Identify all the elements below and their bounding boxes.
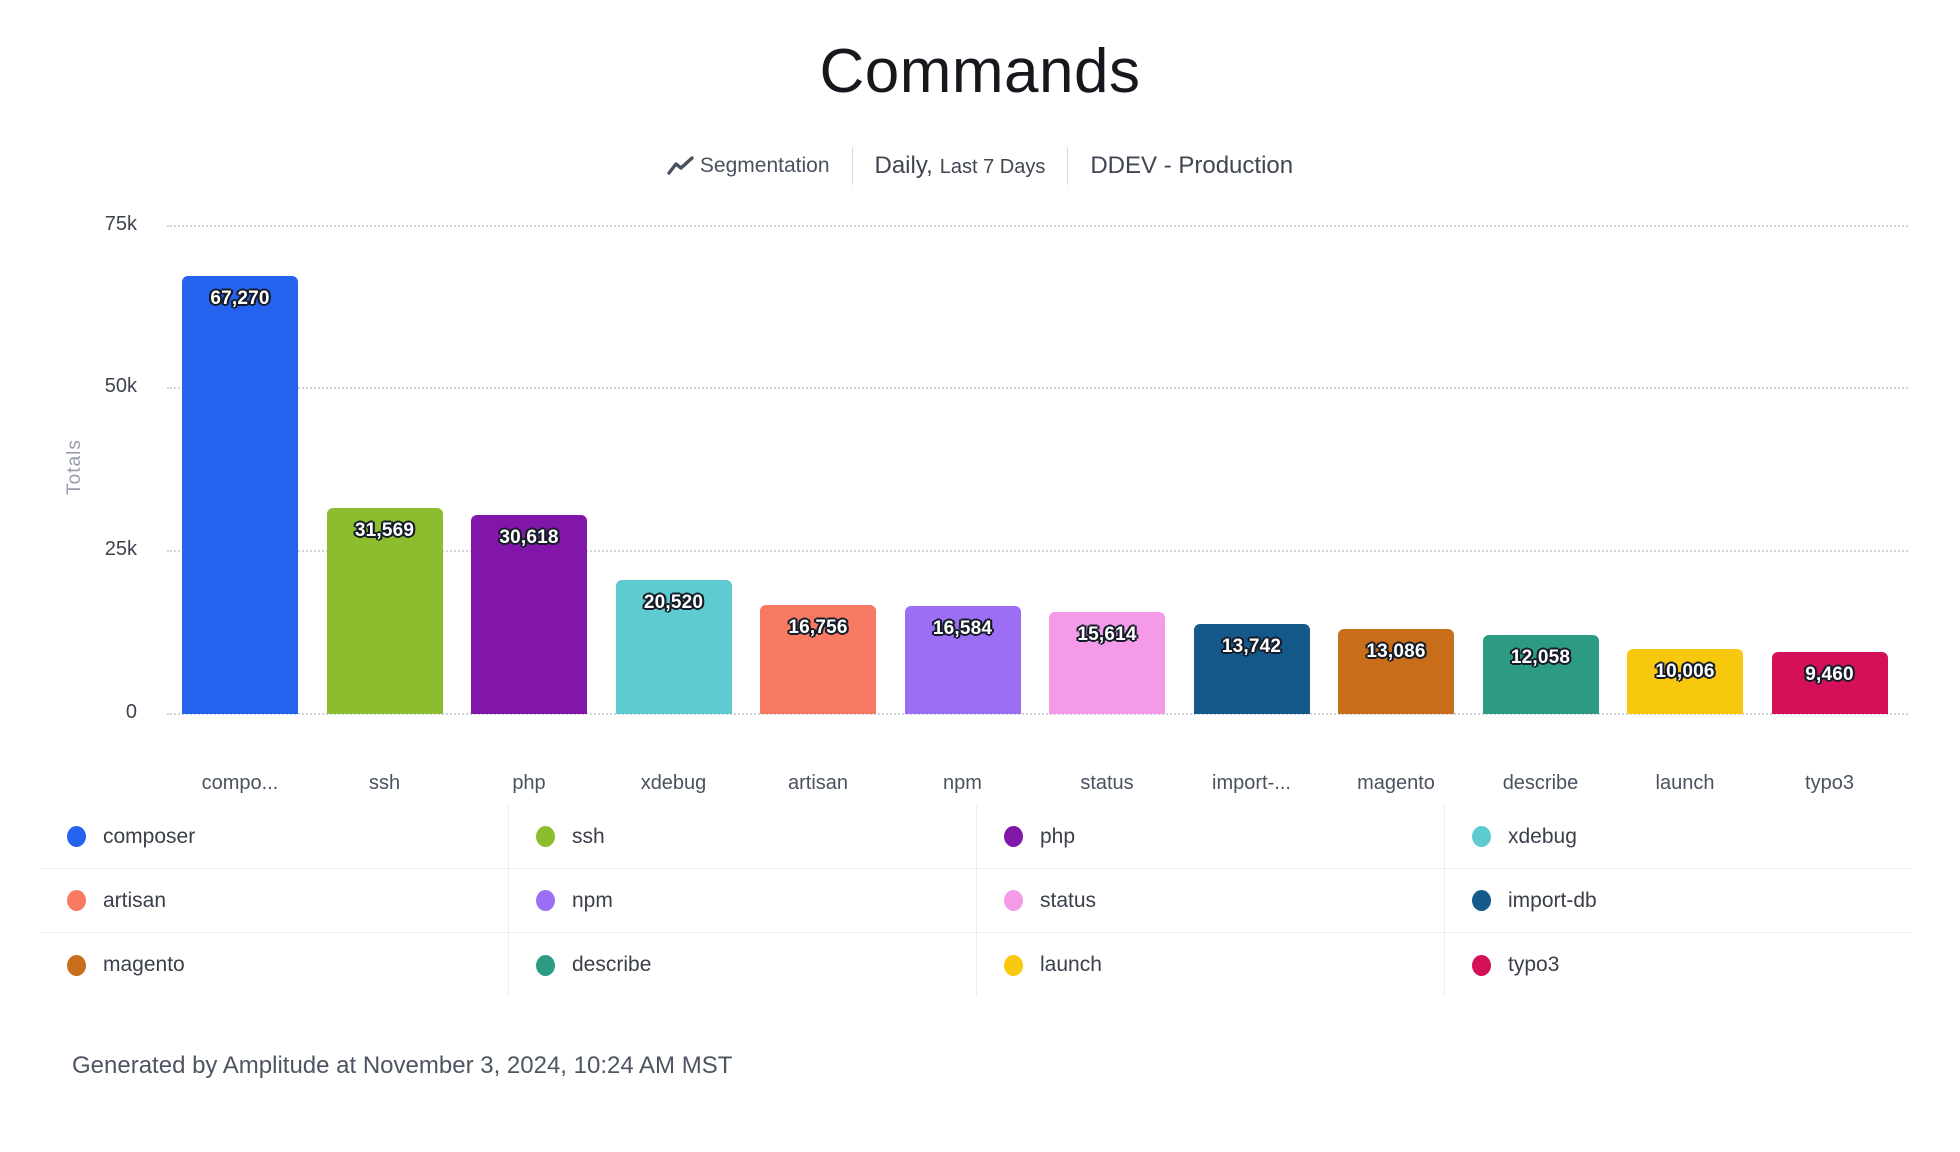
segmentation-tag: Segmentation (667, 154, 830, 178)
bar-launch[interactable] (1627, 649, 1743, 714)
x-tick-label: ssh (368, 772, 401, 794)
legend-item-import-db[interactable]: import-db (1444, 869, 1912, 933)
legend-item-artisan[interactable]: artisan (40, 869, 508, 933)
bar-value-label: 12,058 (1510, 647, 1571, 668)
legend-item-xdebug[interactable]: xdebug (1444, 805, 1912, 869)
bar-php[interactable] (471, 515, 587, 714)
bar-value-label: 9,460 (1805, 664, 1854, 685)
gridline (167, 550, 1908, 553)
bar-artisan[interactable] (760, 605, 876, 714)
legend-item-label: composer (103, 824, 196, 848)
legend-swatch (67, 890, 86, 911)
bar-ssh[interactable] (326, 508, 443, 714)
date-range: Daily, Last 7 Days (875, 152, 1046, 180)
legend-item-label: typo3 (1508, 953, 1560, 976)
line-chart-icon (667, 156, 694, 175)
legend-swatch (1004, 954, 1023, 976)
bar-describe[interactable] (1482, 635, 1599, 714)
bar-xdebug[interactable] (615, 580, 732, 714)
legend-swatch (1472, 954, 1491, 976)
legend-item-ssh[interactable]: ssh (508, 805, 976, 869)
bar-typo3[interactable] (1771, 652, 1888, 714)
legend-swatch (1004, 826, 1023, 847)
bar-value-label: 16,756 (788, 617, 848, 638)
gridline (167, 224, 1908, 227)
bar-value-label: 20,520 (643, 592, 704, 613)
bar-value-label: 10,006 (1655, 661, 1715, 682)
legend-item-status[interactable]: status (976, 869, 1444, 933)
legend: composer ssh php xdebug artisan npm status impo… (40, 805, 1912, 997)
project-name: DDEV - Production (1090, 152, 1294, 179)
bar-import-db[interactable] (1193, 624, 1310, 714)
legend-swatch (536, 826, 555, 847)
chart-title: Commands (819, 37, 1141, 106)
y-tick-label: 75k (104, 212, 137, 235)
legend-item-label: status (1040, 888, 1097, 912)
x-tick-label: compo... (201, 772, 279, 794)
legend-item-typo3[interactable]: typo3 (1444, 933, 1912, 997)
legend-item-label: artisan (103, 888, 167, 912)
legend-item-label: launch (1040, 953, 1102, 976)
x-tick-label: php (512, 772, 546, 794)
bar-value-label: 31,569 (354, 520, 415, 541)
bar-value-label: 15,614 (1077, 624, 1137, 645)
bar-composer[interactable] (182, 276, 298, 714)
segmentation-label: Segmentation (699, 154, 830, 177)
bar-value-label: 30,618 (499, 527, 559, 548)
x-tick-label: xdebug (640, 772, 707, 794)
legend-swatch (67, 954, 86, 976)
legend-swatch (536, 954, 555, 976)
legend-swatch (1472, 826, 1491, 847)
x-tick-label: npm (943, 772, 982, 794)
legend-swatch (536, 890, 555, 911)
legend-swatch (67, 826, 86, 847)
x-tick-label: import-... (1212, 772, 1291, 794)
legend-swatch (1004, 890, 1023, 911)
legend-item-label: npm (572, 888, 613, 912)
legend-item-launch[interactable]: launch (976, 933, 1444, 997)
x-tick-label: typo3 (1805, 772, 1854, 794)
bar-magento[interactable] (1338, 629, 1454, 714)
bar-value-label: 13,742 (1221, 636, 1282, 657)
subtitle-separator (851, 147, 853, 185)
legend-item-label: php (1040, 824, 1076, 848)
legend-item-composer[interactable]: composer (40, 805, 508, 869)
gridline (167, 713, 1908, 715)
legend-item-php[interactable]: php (976, 805, 1444, 869)
subtitle-separator (1067, 147, 1069, 185)
footer-note: Generated by Amplitude at November 3, 20… (72, 1052, 733, 1079)
x-tick-label: launch (1655, 772, 1715, 794)
y-tick-label: 25k (104, 538, 137, 561)
bar-npm[interactable] (904, 606, 1021, 714)
chart-subtitle: Segmentation Daily, Last 7 Days DDEV - P… (0, 144, 1960, 188)
legend-item-label: ssh (572, 824, 605, 848)
bar-value-label: 13,086 (1366, 641, 1426, 662)
legend-item-label: import-db (1508, 888, 1597, 912)
x-tick-label: status (1080, 772, 1134, 794)
legend-item-npm[interactable]: npm (508, 869, 976, 933)
legend-item-describe[interactable]: describe (508, 933, 976, 997)
x-tick-label: describe (1502, 772, 1579, 794)
bar-value-label: 67,270 (210, 288, 270, 309)
x-tick-label: artisan (787, 772, 849, 794)
legend-item-label: magento (103, 953, 185, 976)
legend-swatch (1472, 890, 1491, 911)
bar-value-label: 16,584 (932, 618, 993, 639)
gridline (167, 387, 1908, 390)
legend-item-magento[interactable]: magento (40, 933, 508, 997)
date-range-label: Last 7 Days (939, 156, 1046, 178)
legend-item-label: describe (572, 953, 652, 976)
bar-status[interactable] (1049, 612, 1165, 714)
x-tick-label: magento (1357, 772, 1435, 794)
y-tick-label: 0 (125, 701, 137, 723)
legend-item-label: xdebug (1508, 824, 1577, 848)
date-granularity: Daily, (874, 152, 933, 179)
y-tick-label: 50k (104, 375, 137, 398)
